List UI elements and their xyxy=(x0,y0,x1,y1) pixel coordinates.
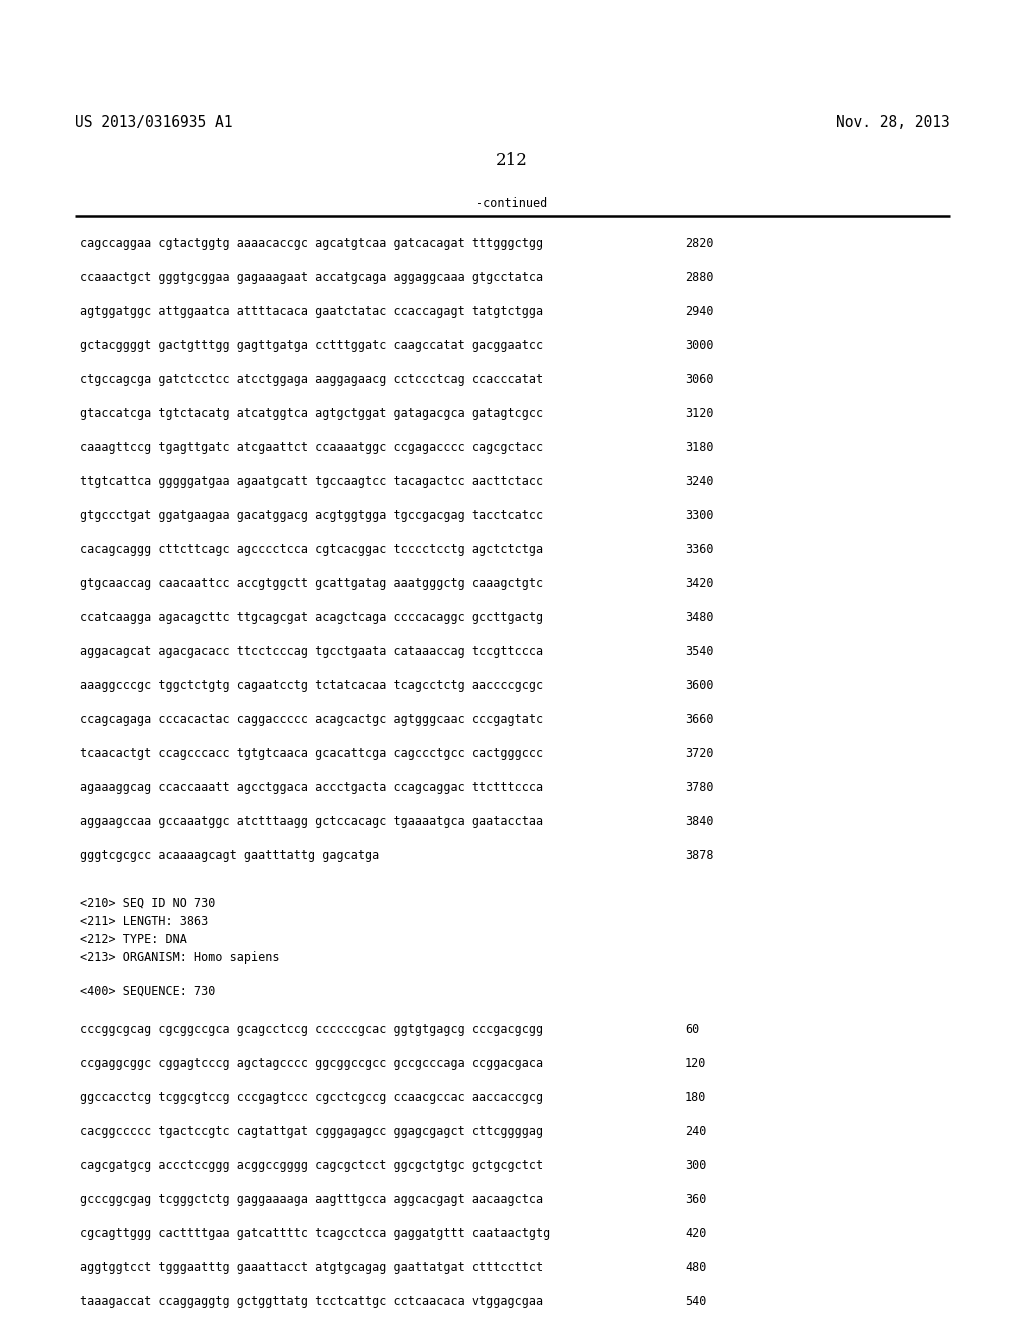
Text: 3600: 3600 xyxy=(685,678,714,692)
Text: cacagcaggg cttcttcagc agcccctcca cgtcacggac tcccctcctg agctctctga: cacagcaggg cttcttcagc agcccctcca cgtcacg… xyxy=(80,543,543,556)
Text: gggtcgcgcc acaaaagcagt gaatttattg gagcatga: gggtcgcgcc acaaaagcagt gaatttattg gagcat… xyxy=(80,849,379,862)
Text: gcccggcgag tcgggctctg gaggaaaaga aagtttgcca aggcacgagt aacaagctca: gcccggcgag tcgggctctg gaggaaaaga aagtttg… xyxy=(80,1193,543,1206)
Text: agaaaggcag ccaccaaatt agcctggaca accctgacta ccagcaggac ttctttccca: agaaaggcag ccaccaaatt agcctggaca accctga… xyxy=(80,781,543,795)
Text: 3300: 3300 xyxy=(685,510,714,521)
Text: aaaggcccgc tggctctgtg cagaatcctg tctatcacaa tcagcctctg aaccccgcgc: aaaggcccgc tggctctgtg cagaatcctg tctatca… xyxy=(80,678,543,692)
Text: 480: 480 xyxy=(685,1261,707,1274)
Text: cccggcgcag cgcggccgca gcagcctccg ccccccgcac ggtgtgagcg cccgacgcgg: cccggcgcag cgcggccgca gcagcctccg ccccccg… xyxy=(80,1023,543,1036)
Text: <210> SEQ ID NO 730: <210> SEQ ID NO 730 xyxy=(80,898,215,909)
Text: 2880: 2880 xyxy=(685,271,714,284)
Text: 180: 180 xyxy=(685,1092,707,1104)
Text: gtaccatcga tgtctacatg atcatggtca agtgctggat gatagacgca gatagtcgcc: gtaccatcga tgtctacatg atcatggtca agtgctg… xyxy=(80,407,543,420)
Text: 3660: 3660 xyxy=(685,713,714,726)
Text: 420: 420 xyxy=(685,1228,707,1239)
Text: agtggatggc attggaatca attttacaca gaatctatac ccaccagagt tatgtctgga: agtggatggc attggaatca attttacaca gaatcta… xyxy=(80,305,543,318)
Text: 2940: 2940 xyxy=(685,305,714,318)
Text: aggacagcat agacgacacc ttcctcccag tgcctgaata cataaaccag tccgttccca: aggacagcat agacgacacc ttcctcccag tgcctga… xyxy=(80,645,543,657)
Text: ccaaactgct gggtgcggaa gagaaagaat accatgcaga aggaggcaaa gtgcctatca: ccaaactgct gggtgcggaa gagaaagaat accatgc… xyxy=(80,271,543,284)
Text: 3540: 3540 xyxy=(685,645,714,657)
Text: taaagaccat ccaggaggtg gctggttatg tcctcattgc cctcaacaca vtggagcgaa: taaagaccat ccaggaggtg gctggttatg tcctcat… xyxy=(80,1295,543,1308)
Text: ccgaggcggc cggagtcccg agctagcccc ggcggccgcc gccgcccaga ccggacgaca: ccgaggcggc cggagtcccg agctagcccc ggcggcc… xyxy=(80,1057,543,1071)
Text: 60: 60 xyxy=(685,1023,699,1036)
Text: 3720: 3720 xyxy=(685,747,714,760)
Text: caaagttccg tgagttgatc atcgaattct ccaaaatggc ccgagacccc cagcgctacc: caaagttccg tgagttgatc atcgaattct ccaaaat… xyxy=(80,441,543,454)
Text: 3780: 3780 xyxy=(685,781,714,795)
Text: US 2013/0316935 A1: US 2013/0316935 A1 xyxy=(75,115,232,129)
Text: cagccaggaa cgtactggtg aaaacaccgc agcatgtcaa gatcacagat tttgggctgg: cagccaggaa cgtactggtg aaaacaccgc agcatgt… xyxy=(80,238,543,249)
Text: cgcagttggg cacttttgaa gatcattttc tcagcctcca gaggatgttt caataactgtg: cgcagttggg cacttttgaa gatcattttc tcagcct… xyxy=(80,1228,550,1239)
Text: 540: 540 xyxy=(685,1295,707,1308)
Text: 3120: 3120 xyxy=(685,407,714,420)
Text: ccatcaagga agacagcttc ttgcagcgat acagctcaga ccccacaggc gccttgactg: ccatcaagga agacagcttc ttgcagcgat acagctc… xyxy=(80,611,543,624)
Text: 212: 212 xyxy=(496,152,528,169)
Text: <211> LENGTH: 3863: <211> LENGTH: 3863 xyxy=(80,915,208,928)
Text: aggtggtcct tgggaatttg gaaattacct atgtgcagag gaattatgat ctttccttct: aggtggtcct tgggaatttg gaaattacct atgtgca… xyxy=(80,1261,543,1274)
Text: <212> TYPE: DNA: <212> TYPE: DNA xyxy=(80,933,186,946)
Text: gtgccctgat ggatgaagaa gacatggacg acgtggtgga tgccgacgag tacctcatcc: gtgccctgat ggatgaagaa gacatggacg acgtggt… xyxy=(80,510,543,521)
Text: 3480: 3480 xyxy=(685,611,714,624)
Text: tcaacactgt ccagcccacc tgtgtcaaca gcacattcga cagccctgcc cactgggccc: tcaacactgt ccagcccacc tgtgtcaaca gcacatt… xyxy=(80,747,543,760)
Text: ggccacctcg tcggcgtccg cccgagtccc cgcctcgccg ccaacgccac aaccaccgcg: ggccacctcg tcggcgtccg cccgagtccc cgcctcg… xyxy=(80,1092,543,1104)
Text: 120: 120 xyxy=(685,1057,707,1071)
Text: <213> ORGANISM: Homo sapiens: <213> ORGANISM: Homo sapiens xyxy=(80,950,280,964)
Text: 3878: 3878 xyxy=(685,849,714,862)
Text: 3240: 3240 xyxy=(685,475,714,488)
Text: 2820: 2820 xyxy=(685,238,714,249)
Text: <400> SEQUENCE: 730: <400> SEQUENCE: 730 xyxy=(80,985,215,998)
Text: cagcgatgcg accctccggg acggccgggg cagcgctcct ggcgctgtgc gctgcgctct: cagcgatgcg accctccggg acggccgggg cagcgct… xyxy=(80,1159,543,1172)
Text: 3360: 3360 xyxy=(685,543,714,556)
Text: -continued: -continued xyxy=(476,197,548,210)
Text: 300: 300 xyxy=(685,1159,707,1172)
Text: ccagcagaga cccacactac caggaccccc acagcactgc agtgggcaac cccgagtatc: ccagcagaga cccacactac caggaccccc acagcac… xyxy=(80,713,543,726)
Text: Nov. 28, 2013: Nov. 28, 2013 xyxy=(837,115,950,129)
Text: gctacggggt gactgtttgg gagttgatga cctttggatc caagccatat gacggaatcc: gctacggggt gactgtttgg gagttgatga cctttgg… xyxy=(80,339,543,352)
Text: 240: 240 xyxy=(685,1125,707,1138)
Text: 3000: 3000 xyxy=(685,339,714,352)
Text: 3180: 3180 xyxy=(685,441,714,454)
Text: 3060: 3060 xyxy=(685,374,714,385)
Text: 360: 360 xyxy=(685,1193,707,1206)
Text: aggaagccaa gccaaatggc atctttaagg gctccacagc tgaaaatgca gaatacctaa: aggaagccaa gccaaatggc atctttaagg gctccac… xyxy=(80,814,543,828)
Text: ttgtcattca gggggatgaa agaatgcatt tgccaagtcc tacagactcc aacttctacc: ttgtcattca gggggatgaa agaatgcatt tgccaag… xyxy=(80,475,543,488)
Text: gtgcaaccag caacaattcc accgtggctt gcattgatag aaatgggctg caaagctgtc: gtgcaaccag caacaattcc accgtggctt gcattga… xyxy=(80,577,543,590)
Text: ctgccagcga gatctcctcc atcctggaga aaggagaacg cctccctcag ccacccatat: ctgccagcga gatctcctcc atcctggaga aaggaga… xyxy=(80,374,543,385)
Text: 3420: 3420 xyxy=(685,577,714,590)
Text: 3840: 3840 xyxy=(685,814,714,828)
Text: cacggccccc tgactccgtc cagtattgat cgggagagcc ggagcgagct cttcggggag: cacggccccc tgactccgtc cagtattgat cgggaga… xyxy=(80,1125,543,1138)
